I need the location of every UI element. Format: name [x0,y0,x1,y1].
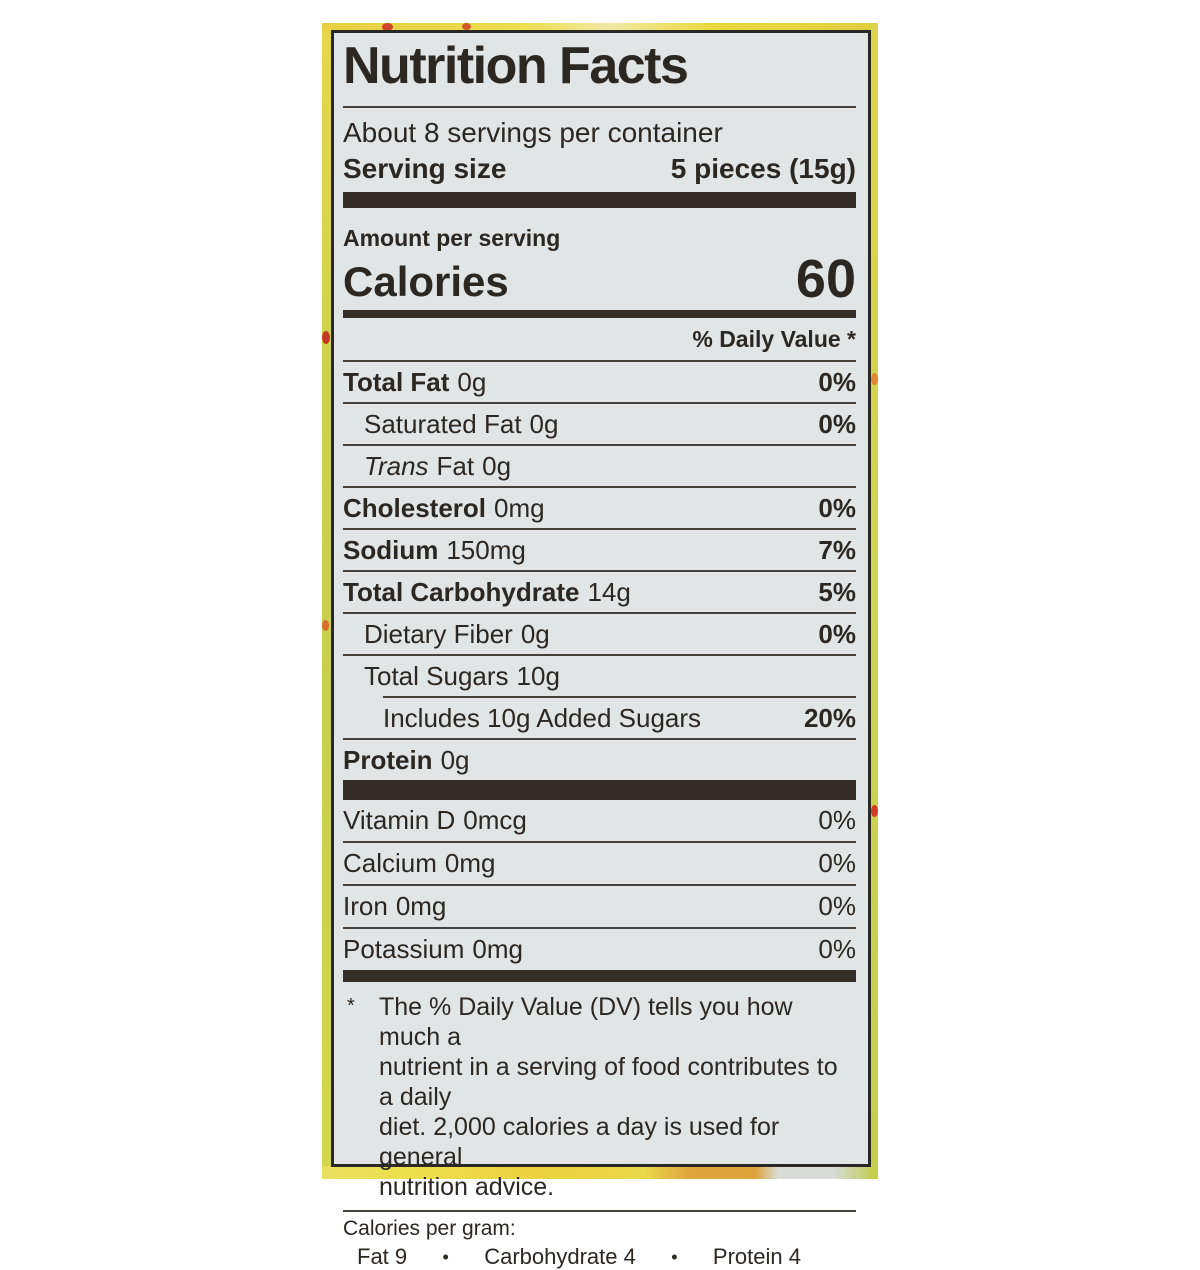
cpg-item-carbohydrate: Carbohydrate 4 [484,1244,636,1270]
nutrient-amount: 0g [457,366,487,397]
calories-label: Calories [343,257,509,305]
footnote-marker: * [347,995,355,1018]
nutrition-facts-label: Nutrition Facts About 8 servings per con… [331,30,871,1269]
vitamin-name: Vitamin D [343,805,456,836]
package-edge-bottom [322,1166,878,1179]
package-photo: Nutrition Facts About 8 servings per con… [322,23,878,1269]
nutrient-row-cholesterol: Cholesterol 0mg 0% [343,488,856,531]
vitamin-dv: 0% [818,805,856,836]
calories-per-gram-items: Fat 9 • Carbohydrate 4 • Protein 4 [343,1244,856,1270]
nutrient-amount: 14g [587,576,631,607]
added-sugars-inner: Includes 10g Added Sugars 20% [383,696,856,738]
nutrient-amount: 0g [440,744,470,775]
nutrient-row-saturated-fat: Saturated Fat 0g 0% [343,404,856,447]
nutrient-table: Total Fat 0g 0% Saturated Fat 0g 0% Trans F… [343,360,856,780]
nutrient-dv: 0% [818,366,856,397]
nutrient-row-protein: Protein 0g [343,740,856,780]
package-decoration-dot [871,805,878,817]
footnote-line: nutrition advice. [379,1173,555,1202]
calories-per-gram-label: Calories per gram: [343,1217,516,1241]
package-edge-left [322,23,332,1179]
cpg-item-protein: Protein 4 [712,1244,801,1270]
package-edge-top [322,23,878,31]
separator-bar-vitamins [343,780,856,801]
calories-row: Calories 60 [343,252,856,306]
vitamin-row-vitamin-d: Vitamin D 0mcg 0% [343,800,856,844]
calories-per-gram-rule [343,1210,856,1213]
footnote-line: nutrient in a serving of food contribute… [379,1053,838,1112]
nutrient-name: Cholesterol [343,492,487,523]
vitamin-row-iron: Iron 0mg 0% [343,886,856,930]
nutrient-row-trans-fat: Trans Fat 0g [343,446,856,489]
nutrient-dv: 20% [803,702,856,733]
vitamin-amount: 0mg [395,891,447,922]
nutrient-amount: 0g [529,408,559,439]
nutrient-amount: 10g [516,660,560,691]
nutrient-dv: 0% [818,618,856,649]
nutrition-facts-title: Nutrition Facts [343,37,689,95]
nutrient-name: Includes 10g Added Sugars [383,702,702,733]
separator-bar-serving [343,192,856,209]
vitamin-name: Iron [343,891,388,922]
nutrient-name: Sodium [343,534,439,565]
footnote-line: diet. 2,000 calories a day is used for g… [379,1113,780,1172]
vitamin-row-potassium: Potassium 0mg 0% [343,929,856,970]
nutrient-amount: 0mg [494,492,545,523]
nutrient-name: Saturated Fat [364,408,522,439]
separator-bar-footnote [343,970,856,983]
package-decoration-dot [322,620,329,631]
cpg-bullet: • [671,1246,678,1267]
vitamin-dv: 0% [818,848,856,879]
title-rule [343,105,856,108]
nutrient-name-italic: Trans [364,450,429,481]
nutrient-name: Total Fat [343,366,450,397]
vitamin-amount: 0mg [444,848,496,879]
cpg-bullet: • [442,1246,449,1267]
vitamin-row-calcium: Calcium 0mg 0% [343,843,856,887]
daily-value-header: % Daily Value * [692,326,856,353]
nutrient-name: Total Sugars [364,660,509,691]
package-decoration-dot [462,23,471,30]
vitamin-name: Potassium [343,934,465,965]
vitamin-table: Vitamin D 0mcg 0% Calcium 0mg 0% Iron 0mg 0… [343,800,856,970]
separator-bar-calories [343,310,856,319]
servings-per-container: About 8 servings per container [343,116,723,148]
package-edge-right [870,23,878,1179]
vitamin-dv: 0% [818,934,856,965]
nutrient-amount: 150mg [446,534,526,565]
nutrient-dv: 0% [818,492,856,523]
nutrient-name: Fat [436,450,475,481]
vitamin-name: Calcium [343,848,437,879]
package-decoration-dot [871,373,878,385]
nutrient-amount: 0g [520,618,550,649]
serving-size-label: Serving size [343,153,507,185]
package-decoration-dot [322,331,330,344]
nutrient-name: Protein [343,744,433,775]
nutrient-row-added-sugars: Includes 10g Added Sugars 20% [343,696,856,741]
serving-size-row: Serving size 5 pieces (15g) [343,153,856,185]
cpg-item-fat: Fat 9 [357,1244,408,1270]
amount-per-serving-label: Amount per serving [343,225,561,252]
vitamin-amount: 0mg [472,934,523,965]
nutrient-row-total-sugars: Total Sugars 10g [343,656,856,696]
package-decoration-dot [382,23,393,31]
vitamin-amount: 0mcg [463,805,527,836]
serving-size-value: 5 pieces (15g) [670,153,856,185]
nutrient-row-total-fat: Total Fat 0g 0% [343,362,856,405]
nutrient-row-dietary-fiber: Dietary Fiber 0g 0% [343,614,856,657]
footnote-line: The % Daily Value (DV) tells you how muc… [379,993,793,1052]
nutrient-name: Dietary Fiber [364,618,513,649]
nutrient-row-sodium: Sodium 150mg 7% [343,530,856,573]
calories-value: 60 [795,249,856,310]
nutrient-dv: 5% [818,576,856,607]
nutrient-row-total-carbohydrate: Total Carbohydrate 14g 5% [343,572,856,615]
footnote: * The % Daily Value (DV) tells you how m… [343,992,856,1202]
nutrient-dv: 0% [818,408,856,439]
footnote-text: The % Daily Value (DV) tells you how muc… [379,992,856,1202]
vitamin-dv: 0% [818,891,856,922]
nutrient-name: Total Carbohydrate [343,576,580,607]
nutrient-dv: 7% [818,534,856,565]
nutrient-amount: 0g [482,450,512,481]
